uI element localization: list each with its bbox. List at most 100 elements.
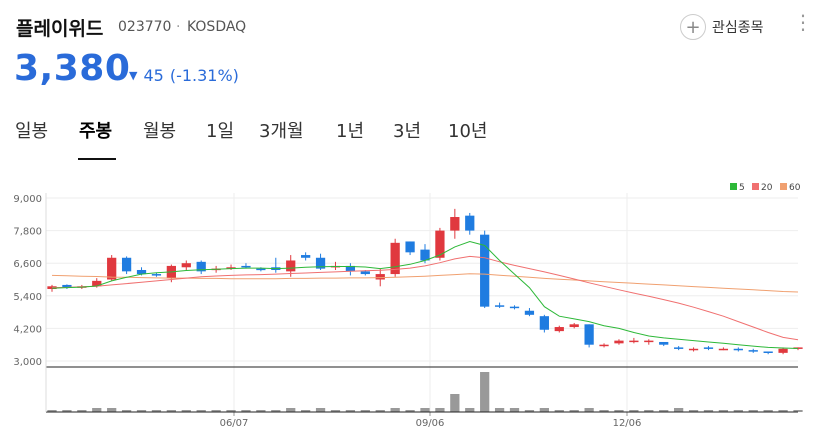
- x-tick-label: 09/06: [416, 418, 445, 429]
- candle-body: [569, 324, 579, 328]
- candle-body: [136, 269, 147, 275]
- candle-body: [107, 257, 117, 280]
- volume-bar: [494, 408, 505, 412]
- volume-bar: [554, 410, 564, 412]
- legend-label: 20: [761, 183, 773, 193]
- more-options-icon[interactable]: ⋮: [793, 10, 813, 34]
- legend-swatch: [752, 183, 759, 190]
- tab-monthly[interactable]: 월봉: [143, 121, 177, 142]
- volume-bar: [345, 410, 356, 412]
- candle-body: [241, 265, 251, 268]
- volume-bar: [480, 372, 490, 412]
- volume-bar: [360, 410, 370, 412]
- volume-bar: [718, 410, 729, 412]
- moving-averages: [51, 240, 799, 349]
- candle-body: [539, 316, 549, 330]
- ma60-line: [51, 273, 799, 293]
- tab-10years[interactable]: 10년: [448, 121, 488, 142]
- volume-bar: [509, 408, 520, 412]
- volume-bar: [121, 410, 132, 412]
- candle-body: [584, 324, 594, 345]
- volume-bar: [136, 410, 147, 412]
- candle-body: [614, 340, 624, 344]
- volume-bar: [539, 408, 549, 412]
- volume-bar: [644, 410, 654, 412]
- candle-body: [659, 341, 669, 345]
- change-percent: (-1.31%): [169, 66, 239, 85]
- candle-body: [121, 257, 132, 272]
- volume-bar: [301, 410, 311, 412]
- add-favorite-button[interactable]: + 관심종목: [680, 14, 764, 40]
- y-tick-label: 3,000: [13, 357, 42, 368]
- volume-bar: [778, 410, 788, 412]
- candle-body: [524, 310, 535, 315]
- candle-body: [360, 271, 370, 275]
- candle-body: [92, 280, 102, 287]
- candle-body: [450, 217, 460, 231]
- volume-bar: [211, 410, 221, 412]
- y-tick-label: 4,200: [13, 324, 42, 335]
- volume-bar: [733, 410, 743, 412]
- volume-bar: [688, 410, 699, 412]
- candle-body: [688, 348, 699, 351]
- volume-bar: [181, 410, 191, 412]
- candle-body: [286, 260, 296, 272]
- candle-body: [345, 265, 356, 272]
- plus-icon: +: [680, 14, 706, 40]
- volume-bars: [47, 372, 803, 412]
- tab-daily[interactable]: 일봉: [15, 121, 49, 142]
- tab-1year[interactable]: 1년: [336, 121, 365, 142]
- tab-3months[interactable]: 3개월: [259, 121, 304, 142]
- volume-bar: [166, 410, 176, 412]
- legend-label: 60: [789, 183, 801, 193]
- volume-bar: [241, 410, 251, 412]
- candle-body: [763, 351, 773, 353]
- candle-body: [748, 350, 758, 352]
- y-tick-label: 9,000: [13, 194, 42, 205]
- volume-bar: [584, 408, 594, 412]
- volume-bar: [420, 408, 430, 412]
- stock-code: 023770: [118, 19, 172, 35]
- candle-body: [47, 286, 57, 290]
- volume-bar: [763, 410, 773, 412]
- candle-body: [181, 263, 191, 268]
- candle-body: [420, 249, 430, 261]
- volume-bar: [674, 408, 684, 412]
- tab-3years[interactable]: 3년: [393, 121, 422, 142]
- candle-body: [599, 344, 609, 347]
- volume-bar: [465, 408, 475, 412]
- candle-body: [778, 348, 788, 353]
- price-chart[interactable]: 5 20 60 9,000 7,800 6,600 5,400 4,200 3,000 06/0…: [0, 175, 814, 437]
- volume-bar: [107, 408, 117, 412]
- volume-bar: [629, 410, 639, 412]
- volume-bar: [226, 410, 236, 412]
- volume-bar: [92, 408, 102, 412]
- volume-bar: [196, 410, 206, 412]
- volume-bar: [703, 410, 714, 412]
- volume-bar: [435, 408, 445, 412]
- candle-body: [509, 306, 520, 309]
- volume-bar: [315, 408, 326, 412]
- tab-1day[interactable]: 1일: [206, 121, 235, 142]
- candle-body: [62, 284, 72, 288]
- tab-weekly[interactable]: 주봉: [79, 121, 113, 142]
- candle-body: [256, 268, 266, 271]
- legend-swatch: [780, 183, 787, 190]
- separator-dot: ·: [176, 19, 181, 35]
- volume-bar: [47, 410, 57, 412]
- candle-body: [196, 261, 206, 272]
- volume-bar: [450, 394, 460, 412]
- candle-body: [465, 215, 475, 231]
- active-tab-indicator: [78, 158, 116, 160]
- x-tick-label: 06/07: [220, 418, 249, 429]
- candle-body: [674, 347, 684, 349]
- volume-bar: [405, 410, 415, 412]
- volume-bar: [390, 408, 400, 412]
- candle-body: [733, 348, 743, 351]
- candle-body: [494, 305, 505, 307]
- y-tick-label: 6,600: [13, 259, 42, 270]
- volume-bar: [330, 410, 341, 412]
- candle-body: [226, 267, 236, 269]
- candle-body: [480, 234, 490, 307]
- candle-body: [718, 348, 729, 351]
